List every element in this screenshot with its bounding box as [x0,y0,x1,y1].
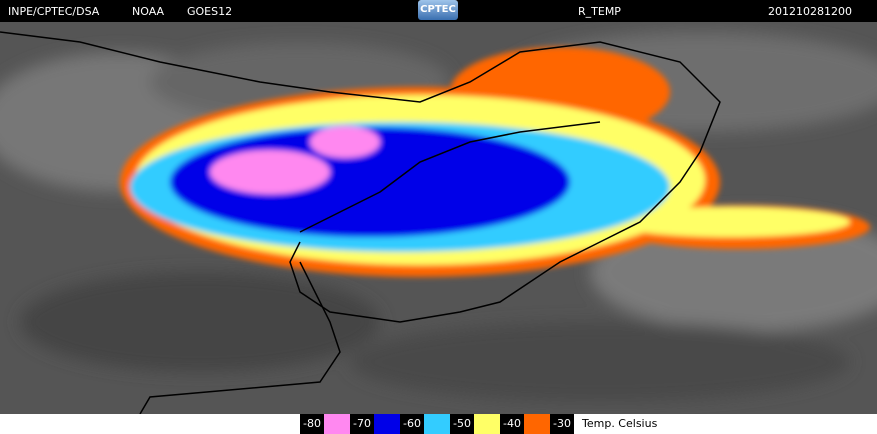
source: INPE/CPTEC/DSA [8,5,100,18]
legend: -80 -70 -60 -50 -40 -30 Temp. Celsius [300,414,657,434]
legend-label: -40 [500,414,524,434]
legend-label: -30 [550,414,574,434]
legend-label: -70 [350,414,374,434]
satellite: GOES12 [187,5,233,18]
satellite-image [0,22,877,414]
legend-swatch [424,414,450,434]
legend-swatch [374,414,400,434]
header-bar: INPE/CPTEC/DSA NOAA GOES12 CPTEC R_TEMP … [0,0,877,22]
legend-swatch [524,414,550,434]
legend-swatch [324,414,350,434]
coastlines [0,31,721,414]
legend-label: -80 [300,414,324,434]
product: R_TEMP [578,5,621,18]
legend-unit: Temp. Celsius [582,417,658,430]
timestamp: 201210281200 [768,5,852,18]
agency: NOAA [132,5,165,18]
legend-swatch [474,414,500,434]
legend-label: -60 [400,414,424,434]
logo: CPTEC [418,0,458,20]
cold-cloud-tops [120,47,870,277]
legend-label: -50 [450,414,474,434]
